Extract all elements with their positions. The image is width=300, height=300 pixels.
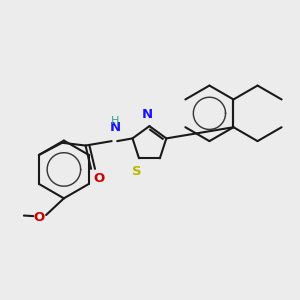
Text: S: S	[132, 165, 142, 178]
Text: O: O	[33, 211, 44, 224]
Text: N: N	[142, 108, 153, 121]
Text: H: H	[111, 116, 119, 126]
Text: O: O	[93, 172, 104, 185]
Text: N: N	[110, 121, 121, 134]
